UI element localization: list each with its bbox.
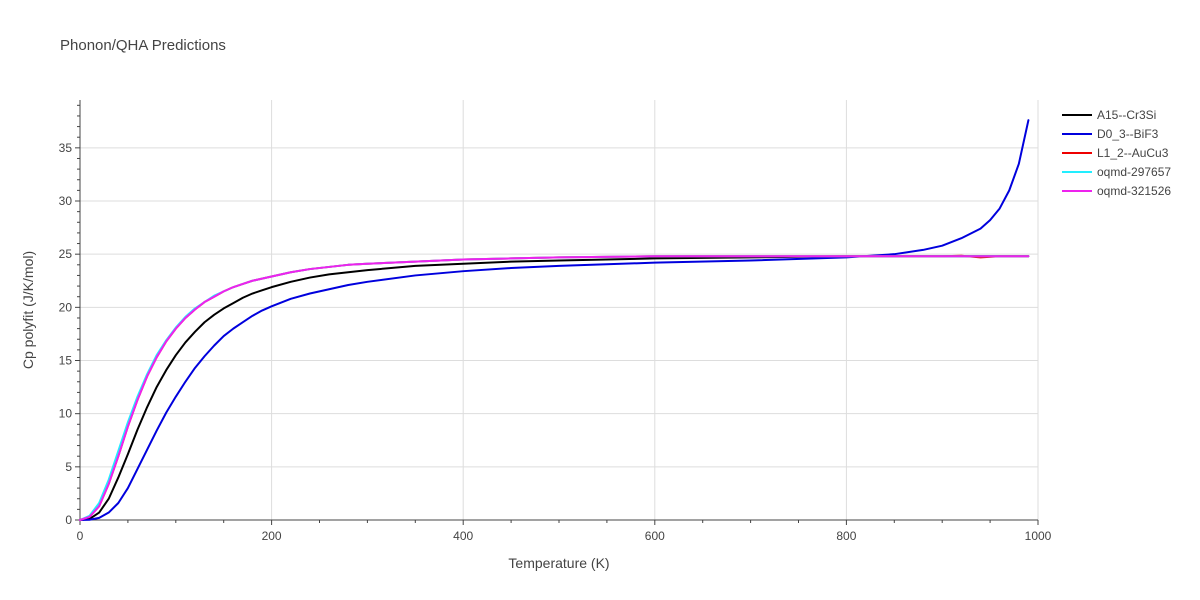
plot-area (79, 119, 1030, 521)
x-tick-label: 0 (77, 529, 84, 543)
series-line-1 (79, 119, 1030, 521)
legend[interactable]: A15--Cr3Si D0_3--BiF3 L1_2--AuCu3 oqmd-2976… (1062, 108, 1171, 198)
legend-item[interactable]: oqmd-321526 (1062, 184, 1171, 198)
chart-title: Phonon/QHA Predictions (60, 37, 226, 54)
y-tick-label: 25 (59, 247, 73, 261)
y-tick-label: 20 (59, 300, 73, 314)
series-line-3 (79, 255, 1030, 521)
y-tick-label: 35 (59, 141, 73, 155)
legend-item[interactable]: A15--Cr3Si (1062, 108, 1156, 122)
legend-label: D0_3--BiF3 (1097, 127, 1159, 141)
legend-label: A15--Cr3Si (1097, 108, 1156, 122)
x-tick-label: 1000 (1025, 529, 1052, 543)
y-tick-label: 5 (65, 460, 72, 474)
axes: 0 200 400 600 800 1000 0 5 10 15 20 25 30 35 (59, 100, 1052, 543)
legend-label: oqmd-321526 (1097, 184, 1171, 198)
legend-label: L1_2--AuCu3 (1097, 146, 1169, 160)
x-tick-label: 200 (262, 529, 282, 543)
series-line-4 (79, 255, 1030, 521)
y-axis-title: Cp polyfit (J/K/mol) (20, 251, 36, 369)
x-tick-label: 600 (645, 529, 665, 543)
legend-item[interactable]: L1_2--AuCu3 (1062, 146, 1169, 160)
x-axis-title: Temperature (K) (508, 555, 609, 571)
y-tick-label: 10 (59, 407, 73, 421)
legend-item[interactable]: D0_3--BiF3 (1062, 127, 1159, 141)
y-tick-label: 0 (65, 513, 72, 527)
series-line-2 (79, 254, 1030, 521)
y-tick-label: 30 (59, 194, 73, 208)
series-line-0 (79, 255, 1030, 521)
legend-label: oqmd-297657 (1097, 165, 1171, 179)
grid (80, 100, 1039, 520)
x-tick-label: 800 (836, 529, 856, 543)
y-tick-label: 15 (59, 354, 73, 368)
legend-item[interactable]: oqmd-297657 (1062, 165, 1171, 179)
x-tick-label: 400 (453, 529, 473, 543)
